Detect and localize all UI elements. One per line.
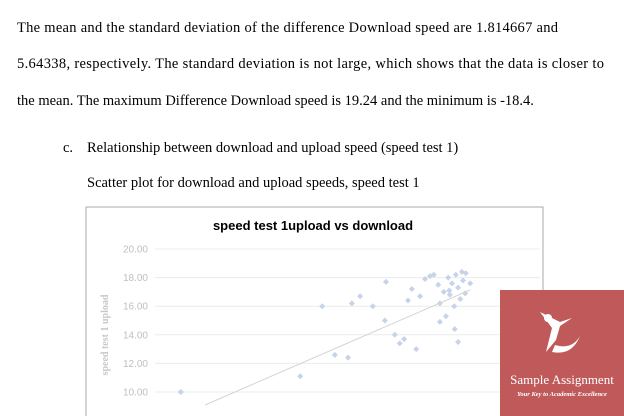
- point: [381, 317, 388, 324]
- point: [430, 271, 437, 278]
- y-axis-label: speed test 1 upload: [100, 294, 111, 375]
- logo-tagline: Your Key to Academic Excellence: [517, 391, 607, 398]
- point: [357, 293, 364, 300]
- trendline: [204, 289, 471, 406]
- y-tick-label: 12.00: [123, 359, 148, 370]
- caption: Scatter plot for download and upload spe…: [87, 175, 420, 191]
- chart-frame: [85, 206, 544, 416]
- point: [457, 296, 464, 303]
- point: [408, 286, 415, 293]
- point: [446, 291, 453, 298]
- point: [383, 278, 389, 285]
- logo-icon: [540, 312, 580, 353]
- y-tick-label: 10.00: [123, 388, 148, 399]
- point: [396, 340, 403, 347]
- point: [348, 300, 355, 307]
- point: [435, 281, 442, 288]
- point: [413, 346, 420, 353]
- list-text: Relationship between download and upload…: [87, 140, 458, 156]
- point: [436, 318, 443, 325]
- point: [405, 297, 411, 304]
- point: [401, 336, 408, 343]
- point: [446, 287, 453, 294]
- paragraph-line: the mean. The maximum Difference Downloa…: [17, 93, 534, 109]
- point: [442, 313, 449, 320]
- point: [177, 389, 184, 395]
- point: [345, 354, 352, 361]
- point: [417, 293, 424, 300]
- point: [422, 276, 429, 283]
- paragraph-line: 5.64338, respectively. The standard devi…: [17, 56, 604, 72]
- point: [319, 303, 326, 310]
- point: [451, 326, 458, 333]
- y-tick-label: 14.00: [123, 330, 148, 341]
- y-tick-label: 16.00: [123, 302, 148, 313]
- point: [445, 274, 452, 281]
- chart-title: speed test 1upload vs download: [213, 218, 413, 233]
- point: [369, 303, 376, 310]
- logo-box: [500, 290, 624, 416]
- point: [460, 277, 466, 284]
- list-marker: c.: [63, 140, 73, 156]
- y-tick-label: 18.00: [123, 273, 148, 284]
- point: [449, 280, 455, 287]
- point: [297, 373, 304, 380]
- point: [467, 280, 474, 287]
- point: [451, 303, 458, 310]
- y-tick-label: 20.00: [123, 245, 148, 256]
- point: [391, 331, 398, 338]
- logo-name: Sample Assignment: [510, 372, 614, 387]
- point: [455, 284, 462, 291]
- point: [452, 271, 459, 278]
- point: [440, 288, 447, 295]
- point: [455, 338, 462, 345]
- point: [462, 270, 469, 277]
- point: [331, 351, 338, 358]
- plot: 20.00 18.00 16.00 14.00 12.00 10.00: [123, 245, 540, 399]
- paragraph-line: The mean and the standard deviation of t…: [17, 20, 559, 36]
